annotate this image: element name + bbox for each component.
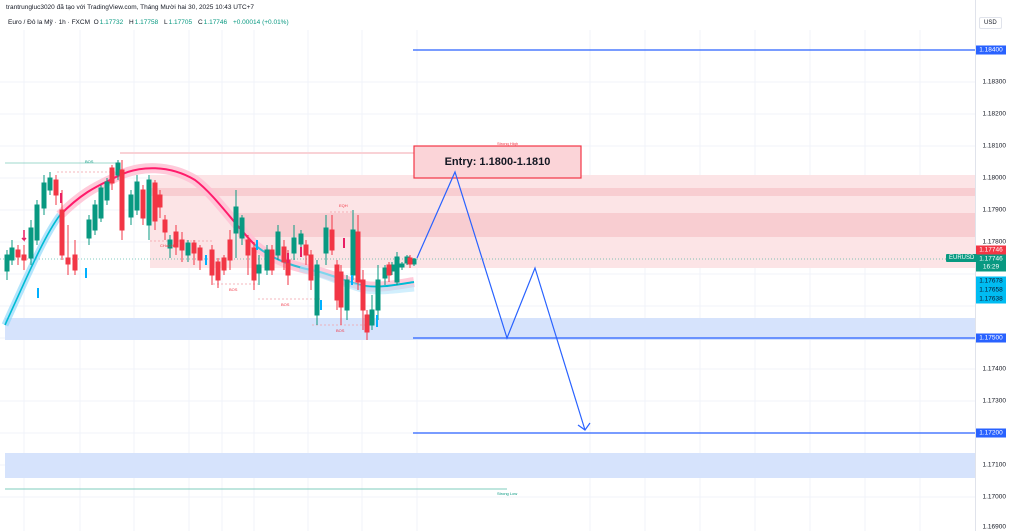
open-value: 1.17732 (99, 19, 124, 26)
chart-attribution: trantrungluc3020 đã tạo với TradingView.… (6, 4, 255, 11)
entry-box[interactable] (413, 145, 582, 179)
ema-value-badge-3: 1.17638 (976, 294, 1006, 304)
symbol-legend: Euro / Đô la Mỹ · 1h · FXCM O1.17732 H1.… (8, 19, 289, 26)
price-axis[interactable]: 1.18300 1.18200 1.18100 1.18000 1.17900 … (975, 0, 1015, 531)
symbol-badge: EURUSD (946, 254, 978, 262)
strong-high-label: Strong High (497, 141, 519, 146)
bos-label-top: BOS (85, 159, 94, 164)
bos-label-2: BOS (281, 302, 290, 307)
change-value: +0.00014 (+0.01%) (232, 19, 289, 26)
signal-arrows (21, 193, 378, 327)
eqh-label: EQH (339, 203, 348, 208)
price-tick: 1.17900 (982, 206, 1007, 214)
currency-button[interactable]: USD (979, 17, 1002, 29)
bos-label-1: BOS (229, 287, 238, 292)
price-tick: 1.18300 (982, 78, 1007, 86)
last-price-red-badge: 1.17746 (976, 245, 1006, 255)
countdown-badge: 16:29 (976, 262, 1006, 272)
close-value: 1.17746 (203, 19, 228, 26)
target-high-badge: 1.18400 (976, 45, 1006, 55)
symbol-description[interactable]: Euro / Đô la Mỹ · 1h · FXCM (8, 19, 90, 26)
candlesticks[interactable] (4, 160, 417, 340)
price-tick: 1.18000 (982, 174, 1007, 182)
chart-pane[interactable] (0, 0, 975, 531)
ema-value-badge-2: 1.17658 (976, 285, 1006, 295)
ema-value-badge-1: 1.17678 (976, 276, 1006, 286)
price-tick: 1.18100 (982, 142, 1007, 150)
strong-low-label: Strong Low (497, 491, 518, 496)
price-tick: 1.18200 (982, 110, 1007, 118)
bos-label-3: BOS (336, 328, 345, 333)
last-price-badge: 1.17746 (976, 254, 1006, 264)
projection-path[interactable] (416, 170, 591, 431)
target-low-badge: 1.17200 (976, 428, 1006, 438)
low-value: 1.17705 (168, 19, 193, 26)
price-tick: 1.17100 (982, 461, 1007, 469)
price-tick: 1.16900 (982, 523, 1007, 531)
choch-label: CHoCH (160, 243, 174, 248)
price-tick: 1.17000 (982, 493, 1007, 501)
high-value: 1.17758 (134, 19, 159, 26)
price-tick: 1.17800 (982, 238, 1007, 246)
price-tick: 1.17300 (982, 397, 1007, 405)
support-badge: 1.17500 (976, 333, 1006, 343)
demand-zone[interactable] (5, 318, 975, 478)
price-tick: 1.17400 (982, 365, 1007, 373)
entry-label: Entry: 1.1800-1.1810 (444, 155, 551, 168)
